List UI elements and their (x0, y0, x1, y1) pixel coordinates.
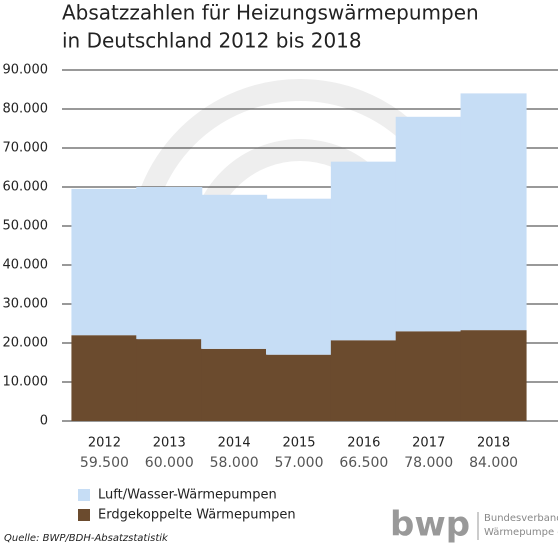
y-tick-label: 70.000 (3, 141, 49, 156)
bar-segment (330, 161, 397, 341)
x-tick-label: 2017 (412, 436, 445, 451)
logo-text: Bundesverband (484, 513, 558, 524)
chart-title: Absatzzahlen für Heizungswärmepumpen (62, 1, 479, 25)
bar-segment (136, 187, 203, 340)
legend-swatch (78, 509, 90, 521)
bar-segment (330, 340, 397, 421)
total-label: 60.000 (145, 455, 194, 471)
logo-text: Wärmepumpe e.V. (484, 527, 558, 538)
bar-segment (266, 198, 332, 355)
y-tick-label: 30.000 (3, 297, 49, 312)
total-label: 58.000 (210, 455, 259, 471)
bar-segment (201, 194, 268, 349)
y-tick-label: 50.000 (3, 219, 49, 234)
bar-segment (395, 331, 462, 421)
y-tick-label: 10.000 (3, 375, 49, 390)
legend-swatch (78, 489, 90, 501)
y-tick-label: 40.000 (3, 258, 49, 273)
y-tick-label: 0 (40, 414, 48, 429)
logo-mark: bwp (390, 505, 470, 545)
x-tick-label: 2015 (282, 436, 315, 451)
bar-segment (136, 339, 203, 421)
y-tick-label: 20.000 (3, 336, 49, 351)
x-tick-label: 2014 (218, 436, 251, 451)
bar-segment (460, 93, 527, 331)
bar-segment (201, 348, 268, 421)
total-label: 59.500 (80, 455, 129, 471)
x-tick-label: 2012 (88, 436, 121, 451)
x-tick-label: 2013 (153, 436, 186, 451)
x-tick-label: 2018 (477, 436, 510, 451)
y-tick-label: 60.000 (3, 180, 49, 195)
x-tick-label: 2016 (347, 436, 380, 451)
bar-segment (266, 354, 332, 421)
total-label: 78.000 (404, 455, 453, 471)
bar-segment (71, 188, 138, 336)
total-label: 66.500 (339, 455, 388, 471)
y-tick-label: 80.000 (3, 102, 49, 117)
total-label: 57.000 (275, 455, 324, 471)
total-label: 84.000 (469, 455, 518, 471)
legend-label: Erdgekoppelte Wärmepumpen (98, 508, 296, 523)
y-tick-label: 90.000 (3, 63, 49, 78)
bar-segment (395, 116, 462, 332)
bar-segment (460, 330, 527, 421)
legend-label: Luft/Wasser-Wärmepumpen (98, 488, 277, 503)
source: Quelle: BWP/BDH-Absatzstatistik (4, 533, 169, 544)
bar-segment (71, 335, 138, 421)
chart-title: in Deutschland 2012 bis 2018 (62, 29, 362, 53)
